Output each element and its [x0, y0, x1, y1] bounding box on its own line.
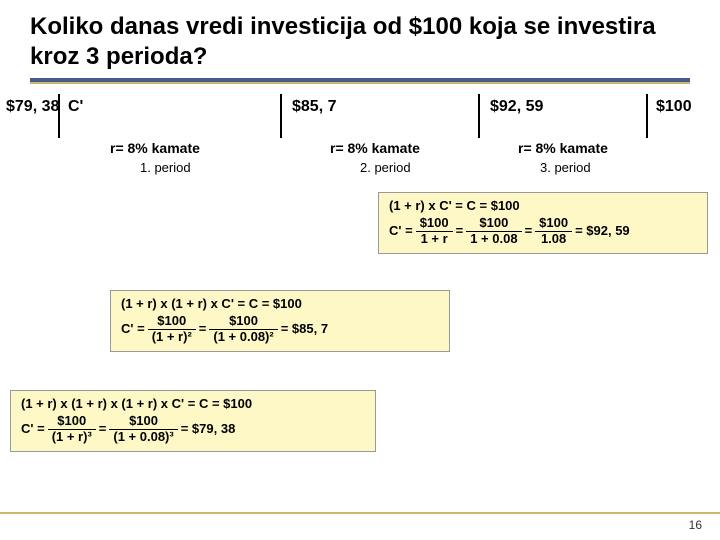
period-2: 2. period	[360, 160, 411, 175]
box2-line1: (1 + r) x (1 + r) x C' = C = $100	[121, 297, 439, 312]
box2-frac2: $100 (1 + 0.08)²	[209, 314, 277, 345]
period-3: 3. period	[540, 160, 591, 175]
value-0: $79, 38	[6, 98, 59, 116]
tick-3	[646, 94, 648, 138]
box3-frac2: $100 (1 + 0.08)³	[109, 414, 177, 445]
value-2: $92, 59	[490, 98, 543, 116]
box1-lhs: C' =	[389, 224, 413, 239]
slide-title: Koliko danas vredi investicija od $100 k…	[0, 0, 720, 78]
rate-2: r= 8% kamate	[330, 140, 420, 156]
box1-frac2: $100 1 + 0.08	[466, 216, 521, 247]
box1-frac1: $100 1 + r	[416, 216, 453, 247]
timeline: $79, 38 C' $85, 7 $92, 59 $100 r= 8% kam…	[0, 94, 720, 189]
rate-3: r= 8% kamate	[518, 140, 608, 156]
page-number: 16	[689, 518, 702, 532]
box3-line1: (1 + r) x (1 + r) x (1 + r) x C' = C = $…	[21, 397, 365, 412]
box3-lhs: C' =	[21, 422, 45, 437]
bottom-rule	[0, 512, 720, 514]
box1-result: = $92, 59	[575, 224, 630, 239]
box3-frac1: $100 (1 + r)³	[48, 414, 96, 445]
tick-1	[280, 94, 282, 138]
formula-box-period1: (1 + r) x (1 + r) x (1 + r) x C' = C = $…	[10, 390, 376, 452]
rate-1: r= 8% kamate	[110, 140, 200, 156]
formula-box-period3: (1 + r) x C' = C = $100 C' = $100 1 + r …	[378, 192, 708, 254]
box2-lhs: C' =	[121, 322, 145, 337]
value-3: $100	[656, 98, 692, 116]
box1-eq: C' = $100 1 + r = $100 1 + 0.08 = $100 1…	[389, 216, 697, 247]
box2-eq: C' = $100 (1 + r)² = $100 (1 + 0.08)² = …	[121, 314, 439, 345]
c-prime: C'	[68, 98, 83, 116]
box3-result: = $79, 38	[181, 422, 236, 437]
formula-box-period2: (1 + r) x (1 + r) x C' = C = $100 C' = $…	[110, 290, 450, 352]
tick-2	[478, 94, 480, 138]
title-rule	[0, 78, 720, 84]
box2-result: = $85, 7	[281, 322, 328, 337]
box1-frac3: $100 1.08	[535, 216, 572, 247]
period-1: 1. period	[140, 160, 191, 175]
box2-frac1: $100 (1 + r)²	[148, 314, 196, 345]
value-1: $85, 7	[292, 98, 336, 116]
box3-eq: C' = $100 (1 + r)³ = $100 (1 + 0.08)³ = …	[21, 414, 365, 445]
box1-line1: (1 + r) x C' = C = $100	[389, 199, 697, 214]
